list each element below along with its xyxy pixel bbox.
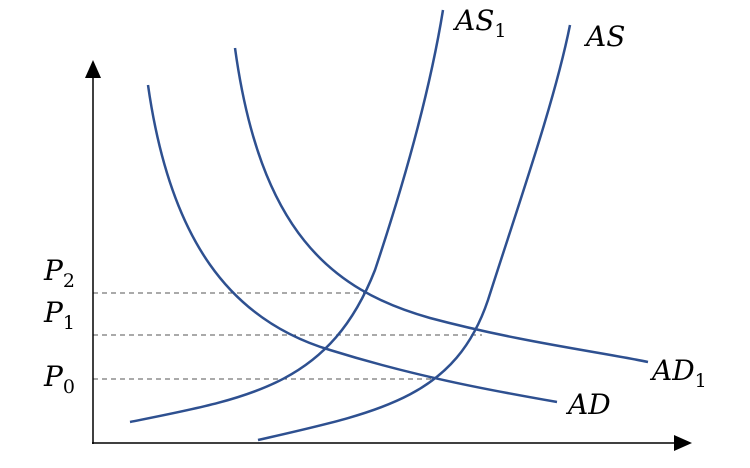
ad-curve	[146, 84, 558, 404]
as-label: AS	[583, 20, 625, 53]
as1-curve	[129, 9, 445, 424]
p1-label: P1	[43, 296, 75, 334]
p2-label: P2	[43, 254, 75, 292]
as-curve	[257, 24, 572, 442]
ad-label: AD	[565, 388, 611, 421]
p0-label: P0	[43, 360, 75, 398]
as1-label: AS1	[452, 4, 507, 42]
y-axis-arrow-icon	[85, 60, 101, 78]
ad1-curve	[233, 47, 649, 364]
x-axis-arrow-icon	[674, 435, 692, 451]
ad1-label: AD1	[649, 354, 707, 392]
